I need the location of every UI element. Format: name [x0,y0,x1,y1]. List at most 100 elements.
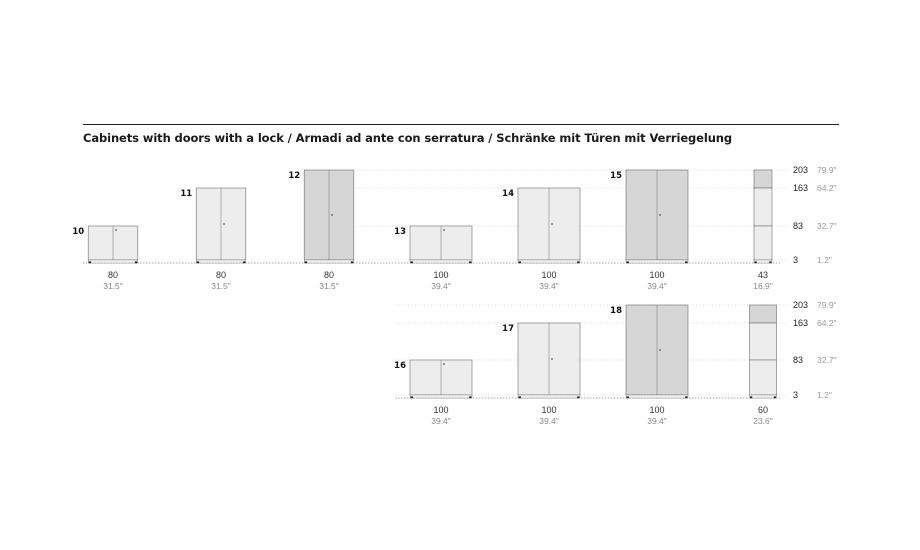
width-inch-label: 39.4" [539,416,559,426]
side-bottom-section [753,225,773,261]
side-bottom-section [749,359,777,396]
cabinet-foot [469,261,472,264]
cabinet-foot [626,396,629,399]
depth-cm-label: 60 [758,405,768,415]
cabinet-foot [88,261,92,264]
width-cm-label: 80 [108,270,118,280]
height-cm-label: 163 [793,318,808,328]
side-views [749,169,777,399]
cabinet-foot [577,261,580,264]
width-cm-label: 100 [649,405,664,415]
lock-dot [115,229,117,231]
cabinet-13 [409,225,473,264]
cabinet-plinth [517,394,581,399]
lock-dot [659,349,661,351]
height-cm-label: 163 [793,183,808,193]
cabinet-number-label: 16 [394,361,406,371]
cabinet-foot [469,396,472,399]
cabinet-foot [350,261,354,264]
width-cm-label: 100 [541,405,556,415]
depth-inch-label: 16.9" [753,281,773,291]
lock-dot [223,223,225,225]
dimension-labels: 203 79.9"163 64.2"83 32.7"3 1.2"203 79.9"163 6… [72,165,836,426]
cabinet-plinth [517,259,581,264]
cabinet-foot [685,396,688,399]
height-inch-label: 64.2" [817,318,837,328]
cabinet-number-label: 10 [72,227,84,237]
height-inch-label: 32.7" [817,355,837,365]
section-title: Cabinets with doors with a lock / Armadi… [83,131,732,145]
height-cm-label: 3 [793,255,798,265]
cabinet-foot [242,261,246,264]
height-inch-label: 1.2" [817,390,832,400]
height-cm-label: 203 [793,300,808,310]
height-inch-label: 32.7" [817,221,837,231]
cabinet-16 [409,359,473,399]
height-inch-label: 64.2" [817,183,837,193]
side-foot [750,396,753,399]
cabinet-plinth [625,259,689,264]
width-inch-label: 31.5" [103,281,123,291]
lock-dot [331,214,333,216]
width-cm-label: 100 [433,270,448,280]
cabinet-elevations [87,169,689,399]
width-cm-label: 100 [649,270,664,280]
side-foot [773,396,776,399]
cabinet-12 [303,169,355,264]
cabinet-foot [196,261,200,264]
height-cm-label: 203 [793,165,808,175]
height-inch-label: 79.9" [817,165,837,175]
side-middle-section [753,187,773,227]
cabinet-number-label: 15 [610,171,622,181]
cabinet-plinth [195,259,246,264]
width-inch-label: 39.4" [431,281,451,291]
width-inch-label: 39.4" [647,281,667,291]
cabinet-number-label: 13 [394,227,406,237]
height-cm-label: 83 [793,355,803,365]
cabinet-foot [518,396,521,399]
depth-cm-label: 43 [758,270,768,280]
cabinet-18 [625,304,689,399]
cabinet-foot [134,261,138,264]
cabinet-plinth [409,259,473,264]
width-inch-label: 39.4" [647,416,667,426]
cabinet-11 [195,187,247,264]
side-foot [754,261,757,264]
side-foot [769,261,772,264]
cabinet-number-label: 11 [180,189,192,199]
height-inch-label: 79.9" [817,300,837,310]
width-cm-label: 100 [433,405,448,415]
cabinet-foot [410,261,413,264]
title-rule [83,124,839,125]
cabinet-10 [87,225,139,264]
side-plinth [753,259,773,264]
cabinet-foot [304,261,308,264]
width-inch-label: 39.4" [431,416,451,426]
height-cm-label: 83 [793,221,803,231]
cabinet-plinth [625,394,689,399]
cabinet-foot [518,261,521,264]
cabinet-plinth [87,259,138,264]
cabinet-foot [410,396,413,399]
cabinet-plinth [409,394,473,399]
side-view-60 [749,304,777,399]
lock-dot [551,358,553,360]
height-inch-label: 1.2" [817,255,832,265]
cabinet-14 [517,187,581,264]
cabinet-number-label: 18 [610,306,622,316]
width-cm-label: 80 [324,270,334,280]
cabinet-17 [517,322,581,399]
width-inch-label: 31.5" [211,281,231,291]
lock-dot [443,363,445,365]
width-inch-label: 31.5" [319,281,339,291]
lock-dot [551,223,553,225]
cabinet-plinth [304,259,355,264]
cabinet-number-label: 17 [502,324,514,334]
cabinet-foot [685,261,688,264]
cabinet-number-label: 14 [502,189,514,199]
side-top-section [749,304,777,324]
side-view-43 [753,169,773,264]
height-cm-label: 3 [793,390,798,400]
cabinet-foot [626,261,629,264]
